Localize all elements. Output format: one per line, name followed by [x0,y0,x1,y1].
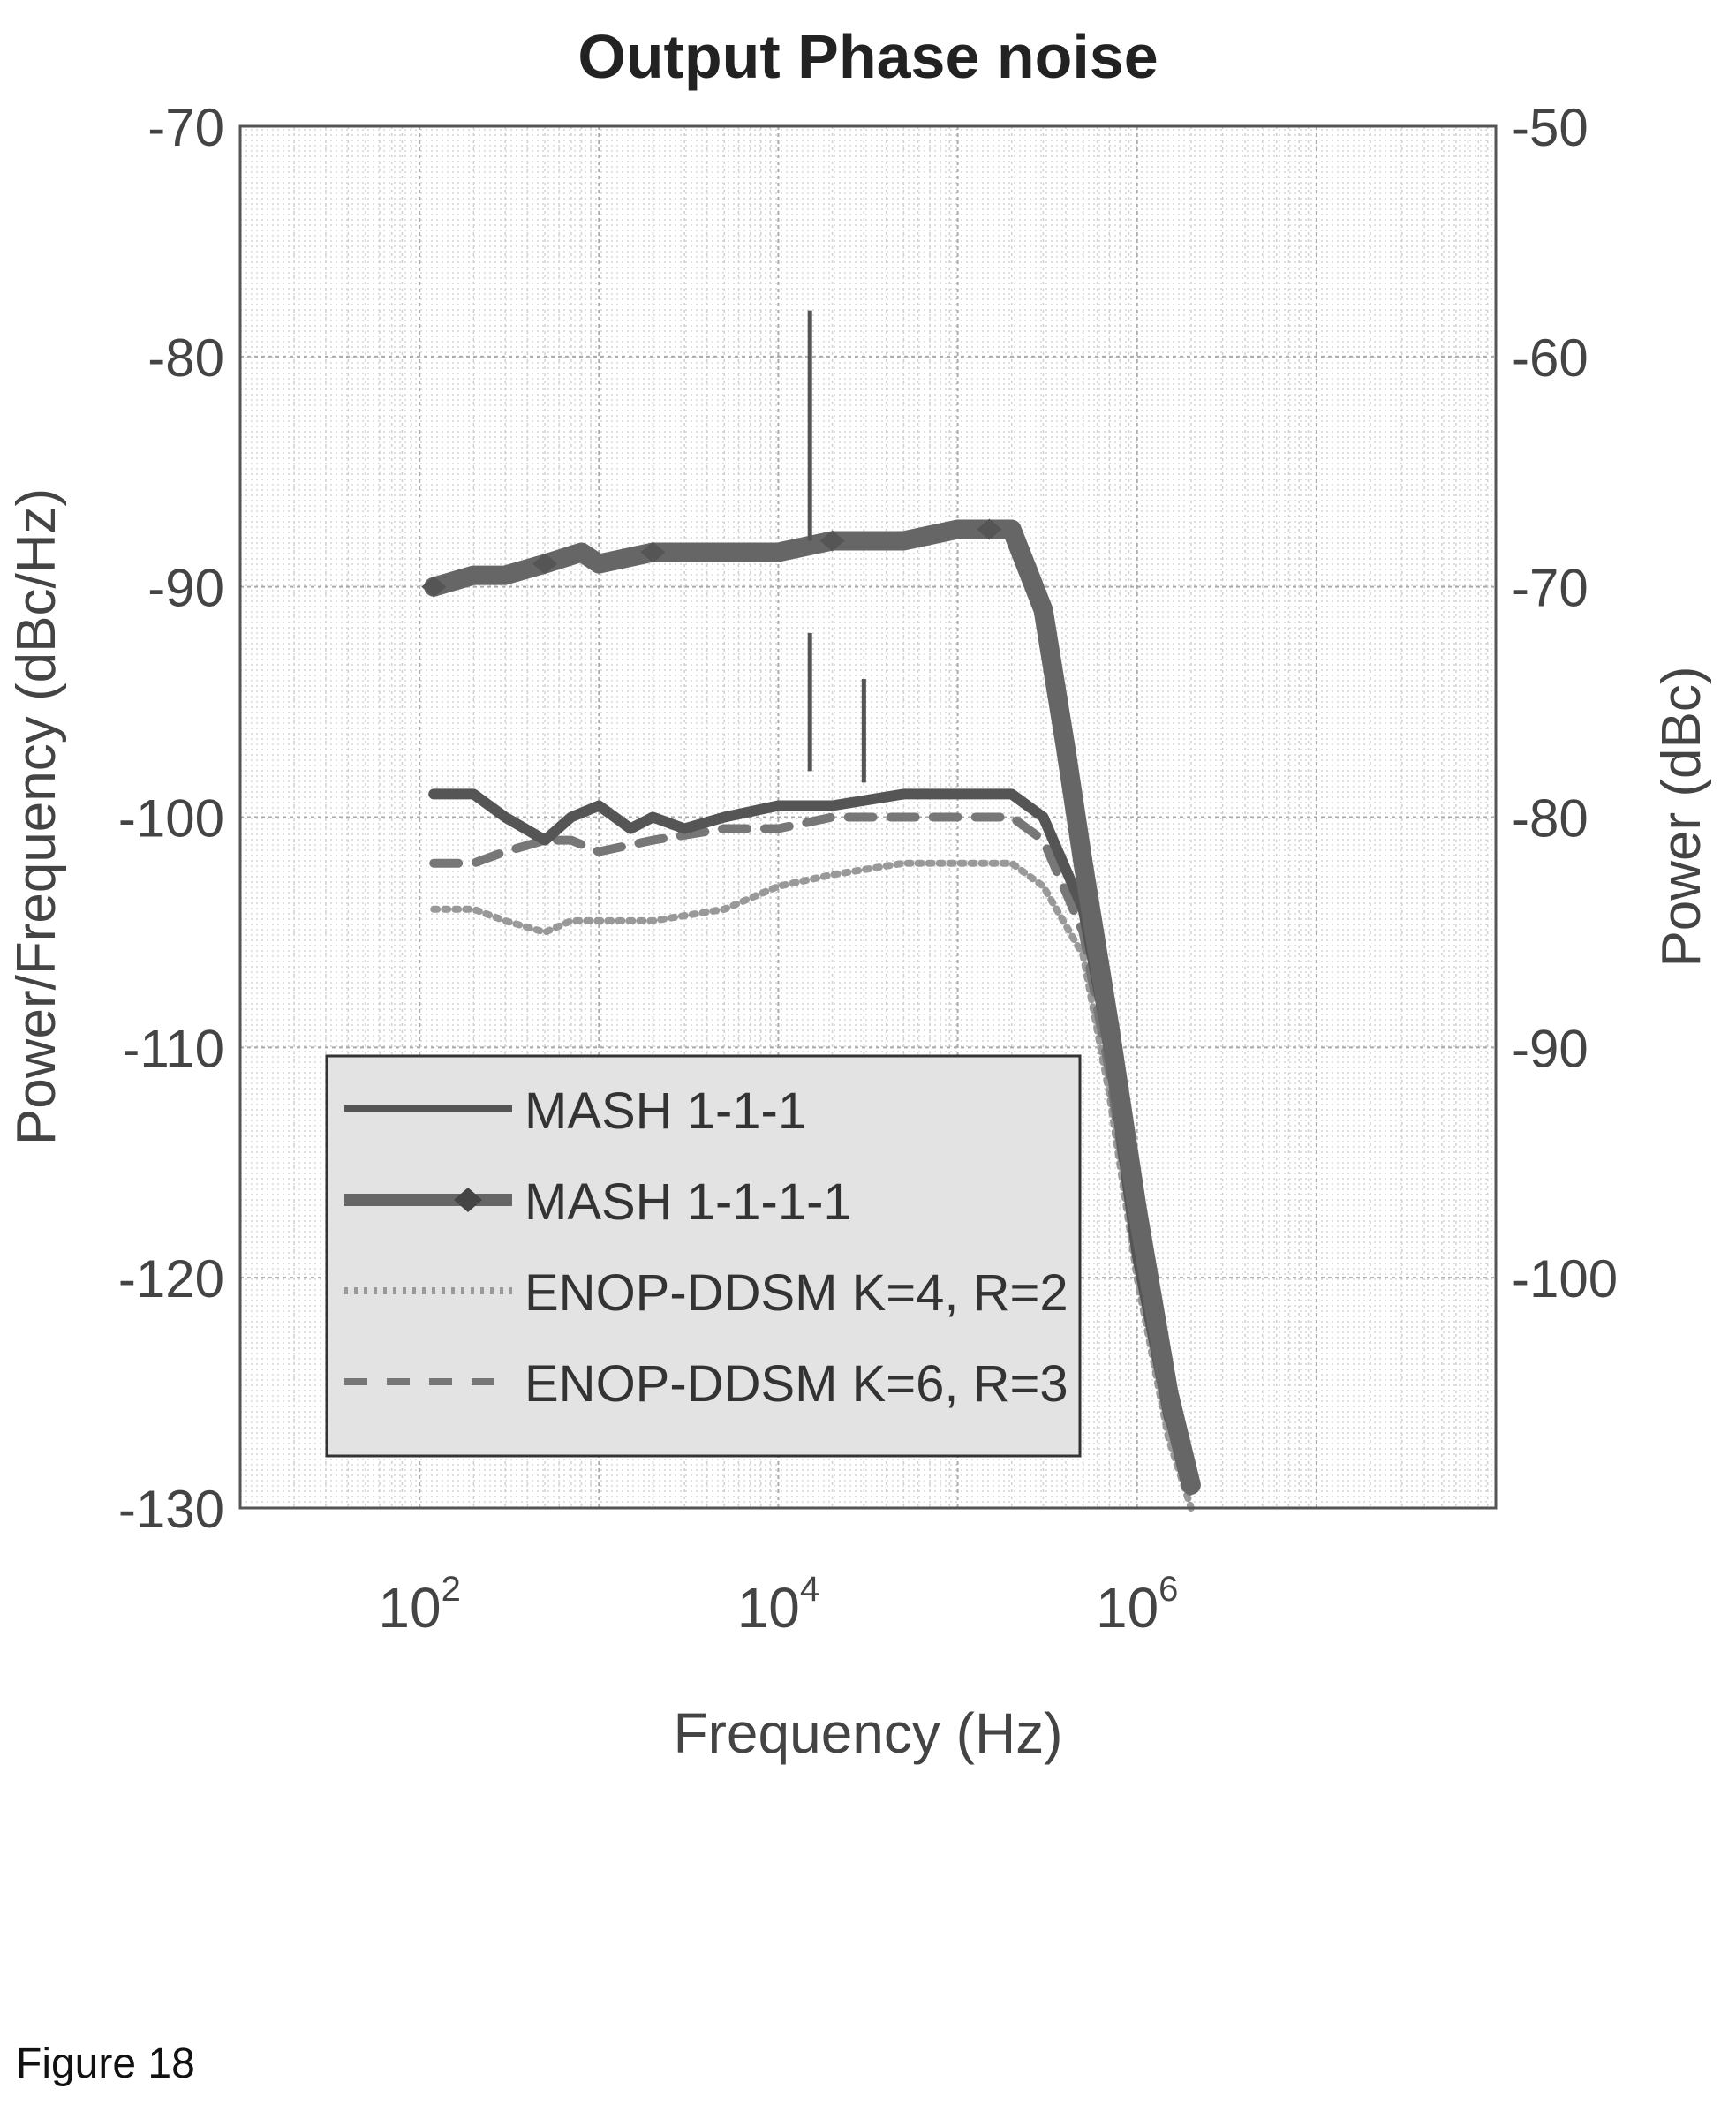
y2-tick-label: -60 [1512,328,1589,388]
series-marker [532,553,558,575]
x-axis-label: Frequency (Hz) [674,1701,1063,1765]
legend-label-2: ENOP-DDSM K=4, R=2 [525,1264,1068,1322]
y2-axis-label: Power (dBc) [1651,666,1712,967]
figure-caption: Figure 18 [16,2040,195,2087]
y-tick-label: -70 [147,98,224,157]
y-axis-label: Power/Frequency (dBc/Hz) [6,488,67,1145]
chart-title: Output Phase noise [577,22,1158,91]
y2-tick-label: -70 [1512,559,1589,618]
y2-tick-label: -100 [1512,1249,1618,1308]
y-tick-label: -130 [118,1480,224,1539]
y2-tick-label: -90 [1512,1019,1589,1078]
y-tick-label: -110 [122,1019,224,1078]
y-tick-label: -120 [118,1249,224,1308]
y-tick-label: -100 [118,789,224,848]
series-line-1 [424,519,1201,1495]
series-marker [640,541,666,563]
series-group [421,310,1201,1512]
x-tick-label: 104 [737,1570,819,1640]
y-tick-label: -90 [147,559,224,618]
y2-tick-label: -50 [1512,98,1589,157]
legend: MASH 1-1-1 MASH 1-1-1-1 ENOP-DDSM K=4, R=2… [325,1054,1082,1458]
legend-label-0: MASH 1-1-1 [525,1082,806,1140]
x-tick-label: 106 [1096,1570,1178,1640]
series-marker [977,518,1002,540]
y2-tick-label: -80 [1512,789,1589,848]
y-tick-label: -80 [147,328,224,388]
legend-marker [454,1188,482,1212]
legend-label-1: MASH 1-1-1-1 [525,1173,852,1231]
legend-box [325,1054,1082,1458]
x-tick-label: 102 [378,1570,460,1640]
series-marker [421,576,447,598]
plot-frame [238,124,1498,1510]
legend-label-3: ENOP-DDSM K=6, R=3 [525,1355,1068,1413]
series-marker [819,530,845,552]
